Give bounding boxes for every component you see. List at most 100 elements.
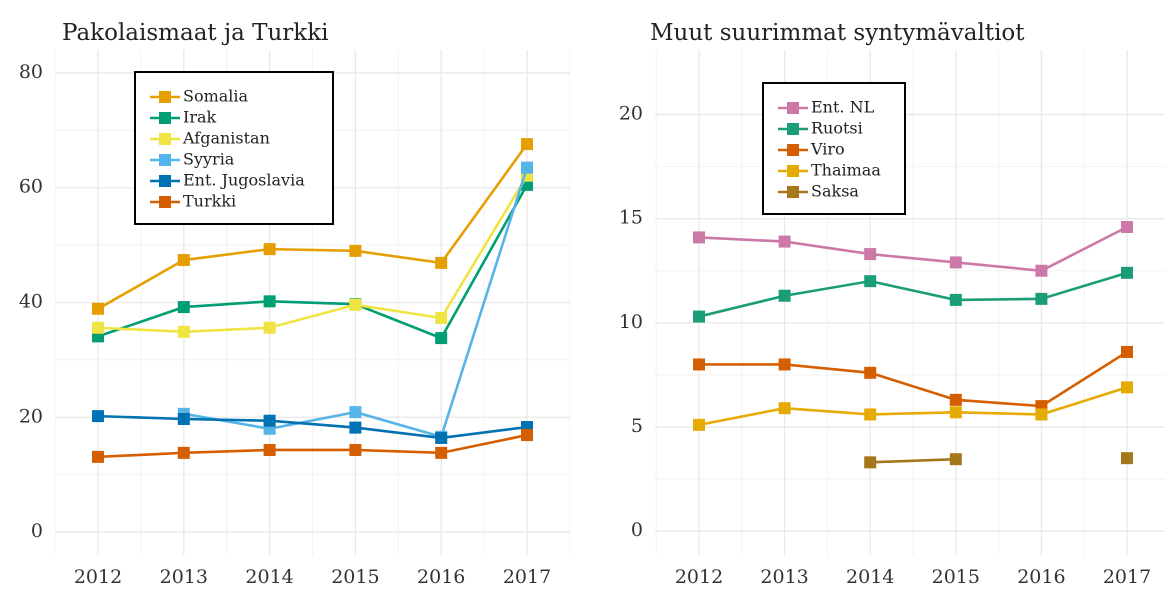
legend-point <box>159 154 171 166</box>
x-tick-label: 2013 <box>760 566 808 588</box>
legend-point <box>159 175 171 187</box>
x-tick-label: 2017 <box>503 566 551 588</box>
x-tick-label: 2017 <box>1103 566 1151 588</box>
y-tick-label: 20 <box>19 405 43 427</box>
point <box>263 321 276 334</box>
point <box>1121 266 1133 279</box>
point <box>521 429 533 442</box>
legend-point <box>159 133 171 145</box>
point <box>864 456 877 469</box>
series-line <box>97 184 529 340</box>
point <box>92 321 104 334</box>
legend-label: Syyria <box>183 150 235 169</box>
point <box>949 406 962 419</box>
series-line <box>870 457 956 464</box>
legend-label: Turkki <box>183 192 236 211</box>
series-line <box>698 271 1128 318</box>
y-tick-label: 20 <box>619 103 643 125</box>
legend-label: Ent. NL <box>811 98 875 117</box>
point <box>778 402 791 415</box>
point <box>435 256 448 269</box>
point <box>1035 408 1048 421</box>
series-line <box>97 433 528 459</box>
point <box>693 358 705 371</box>
legend-label: Ruotsi <box>811 119 863 138</box>
point <box>263 443 276 456</box>
point <box>521 161 533 174</box>
x-tick-label: 2012 <box>74 566 122 588</box>
point <box>1035 292 1048 305</box>
point <box>949 293 962 306</box>
point <box>864 366 877 379</box>
legend-label: Thaimaa <box>811 161 881 180</box>
x-tick-label: 2013 <box>160 566 208 588</box>
x-tick-label: 2014 <box>245 566 293 588</box>
legend-point <box>787 165 799 177</box>
point <box>349 298 362 311</box>
point <box>864 408 877 421</box>
chart-title: Muut suurimmat syntymävaltiot <box>650 20 1025 46</box>
x-tick-label: 2012 <box>675 566 723 588</box>
point <box>949 393 962 406</box>
point <box>949 453 962 466</box>
point <box>435 446 448 459</box>
y-tick-label: 15 <box>619 207 643 229</box>
point <box>92 410 104 423</box>
y-tick-label: 40 <box>19 291 43 313</box>
point <box>864 248 877 261</box>
point <box>1121 452 1133 465</box>
series-line <box>698 225 1128 273</box>
point <box>435 332 448 345</box>
point <box>521 138 533 151</box>
point <box>693 231 705 244</box>
legend-point <box>159 196 171 208</box>
point <box>778 289 791 302</box>
point <box>263 295 276 308</box>
y-tick-label: 5 <box>631 415 643 437</box>
series-line <box>97 414 528 440</box>
point <box>177 412 190 425</box>
point <box>92 302 104 315</box>
legend-point <box>787 144 799 156</box>
point <box>177 325 190 338</box>
point <box>263 414 276 427</box>
x-tick-label: 2014 <box>846 566 894 588</box>
series-line <box>698 386 1128 427</box>
y-tick-label: 80 <box>19 61 43 83</box>
point <box>349 244 362 257</box>
legend-label: Ent. Jugoslavia <box>183 171 305 190</box>
point <box>263 243 276 256</box>
point <box>435 431 448 444</box>
legend-point <box>787 102 799 114</box>
legend-label: Somalia <box>183 87 249 106</box>
legend-point <box>787 123 799 135</box>
series-line <box>97 143 529 310</box>
point <box>1121 221 1133 234</box>
point <box>693 310 705 323</box>
legend-point <box>787 186 799 198</box>
x-tick-label: 2016 <box>1017 566 1065 588</box>
legend-point <box>159 112 171 124</box>
point <box>349 443 362 456</box>
point <box>435 311 448 324</box>
point <box>1121 345 1133 358</box>
point <box>693 418 705 431</box>
y-tick-label: 0 <box>631 519 643 541</box>
y-tick-label: 60 <box>19 176 43 198</box>
point <box>778 235 791 248</box>
point <box>349 421 362 434</box>
point <box>177 254 190 267</box>
series-line <box>97 175 529 334</box>
y-tick-label: 0 <box>31 520 43 542</box>
legend-label: Viro <box>810 140 845 159</box>
y-tick-label: 10 <box>619 311 643 333</box>
series-line <box>699 350 1128 408</box>
point <box>864 275 877 288</box>
point <box>349 406 362 419</box>
point <box>1035 264 1048 277</box>
point <box>177 446 190 459</box>
legend-label: Irak <box>183 108 217 127</box>
legend-label: Saksa <box>811 182 859 201</box>
point <box>778 358 791 371</box>
